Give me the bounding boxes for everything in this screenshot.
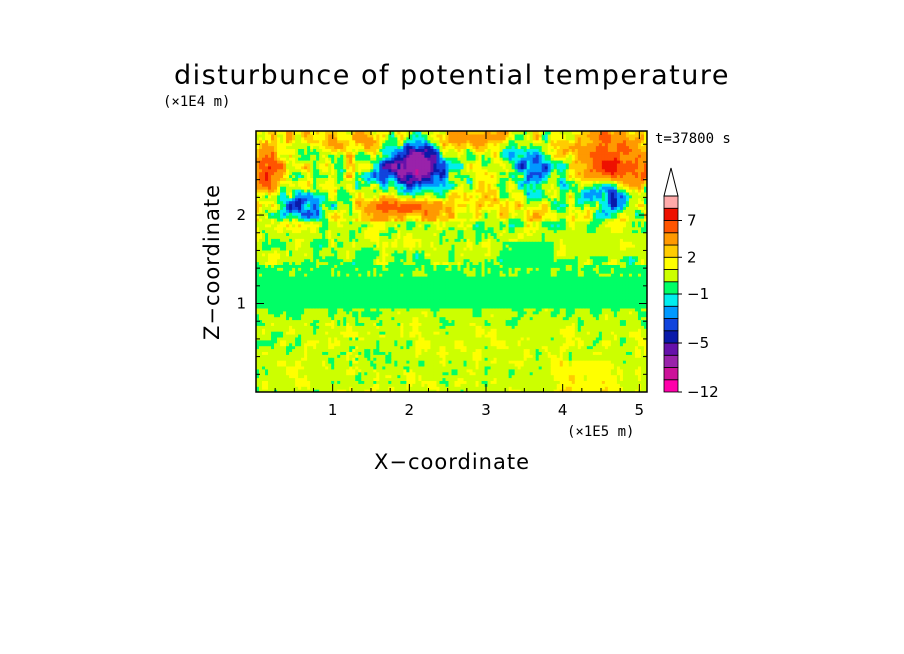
colorbar: 7 2 −1 −5 −12 (663, 167, 719, 401)
colorbar-label: −1 (687, 285, 709, 303)
x-tick-label: 3 (481, 401, 491, 419)
colorbar-label: −5 (687, 334, 709, 352)
y-unit-label: (×1E4 m) (163, 94, 230, 110)
colorbar-swatch (663, 293, 679, 307)
colorbar-swatch (663, 195, 679, 209)
colorbar-extend-arrow (663, 167, 679, 197)
colorbar-swatch (663, 379, 679, 393)
colorbar-swatch (663, 305, 679, 319)
y-axis-label: Z−coordinate (200, 184, 224, 340)
colorbar-swatch (663, 269, 679, 283)
colorbar-swatch (663, 281, 679, 295)
x-unit-label: (×1E5 m) (567, 424, 634, 440)
colorbar-swatch (663, 318, 679, 332)
plot-frame (255, 130, 648, 393)
chart-title: disturbunce of potential temperature (174, 60, 730, 91)
x-tick-label: 5 (635, 401, 645, 419)
colorbar-label: 7 (687, 212, 697, 230)
x-tick-label: 2 (405, 401, 415, 419)
y-tick-label: 2 (236, 206, 246, 224)
colorbar-swatch (663, 220, 679, 234)
x-axis: 1 2 3 4 5 (274, 131, 645, 419)
x-tick-label: 4 (558, 401, 568, 419)
colorbar-swatch (663, 207, 679, 221)
colorbar-swatch (663, 256, 679, 270)
x-axis-label: X−coordinate (374, 450, 530, 474)
colorbar-swatch (663, 354, 679, 368)
colorbar-label: 2 (687, 248, 697, 266)
y-tick-label: 1 (236, 295, 246, 313)
y-axis: 12 (236, 143, 647, 375)
colorbar-swatch (663, 342, 679, 356)
heatmap-field (256, 131, 647, 392)
colorbar-swatch (663, 244, 679, 258)
x-tick-label: 1 (328, 401, 338, 419)
colorbar-swatch (663, 367, 679, 381)
time-label: t=37800 s (655, 131, 731, 147)
colorbar-swatch (663, 232, 679, 246)
colorbar-label: −12 (687, 383, 719, 401)
colorbar-swatch (663, 330, 679, 344)
